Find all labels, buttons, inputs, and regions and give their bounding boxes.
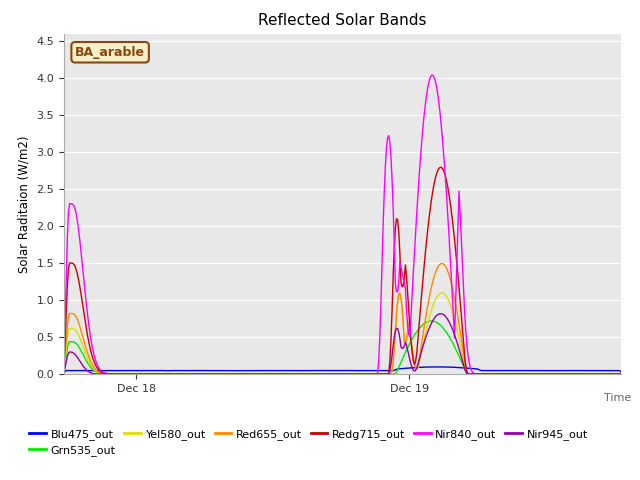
Y-axis label: Solar Raditaion (W/m2): Solar Raditaion (W/m2) <box>18 135 31 273</box>
Text: Time: Time <box>604 393 631 403</box>
Text: BA_arable: BA_arable <box>75 46 145 59</box>
Title: Reflected Solar Bands: Reflected Solar Bands <box>258 13 427 28</box>
Legend: Blu475_out, Grn535_out, Yel580_out, Red655_out, Redg715_out, Nir840_out, Nir945_: Blu475_out, Grn535_out, Yel580_out, Red6… <box>25 424 592 460</box>
